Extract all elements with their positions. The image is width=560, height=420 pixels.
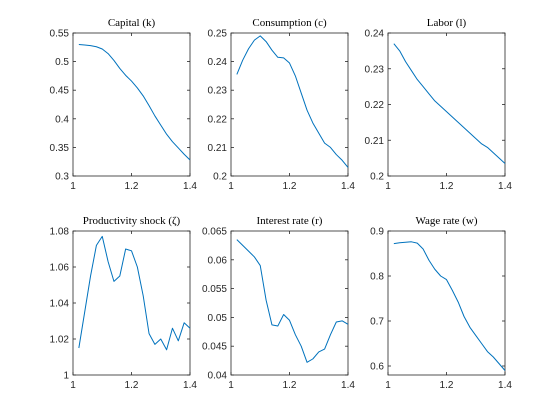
y-tick-label: 0.055: [202, 284, 227, 295]
x-tick-label: 1.2: [125, 181, 139, 192]
y-tick-label: 0.04: [208, 371, 228, 382]
y-tick-label: 0.06: [208, 255, 228, 266]
subplot-1: Consumption (c) 1 1.2 1.4 0.2 0.21 0.22 0.23 0.2…: [208, 17, 356, 192]
panel-title: Labor (l): [427, 17, 467, 29]
y-tick-label: 0.21: [365, 136, 385, 147]
subplot-5: Wage rate (w) 1 1.2 1.4 0.6 0.7 0.8 0.9: [370, 215, 512, 391]
x-tick-label: 1.4: [183, 181, 197, 192]
y-tick-label: 1: [63, 371, 69, 382]
panel-title: Interest rate (r): [257, 215, 323, 227]
series-line-0: [236, 35, 349, 168]
y-tick-label: 0.4: [55, 114, 69, 125]
y-tick-label: 0.2: [213, 172, 227, 183]
y-tick-label: 0.21: [208, 143, 228, 154]
x-tick-label: 1.2: [440, 181, 454, 192]
x-tick-label: 1.2: [283, 181, 297, 192]
y-tick-label: 0.24: [208, 57, 228, 68]
x-tick-label: 1: [228, 380, 234, 391]
y-tick-label: 1.04: [50, 299, 70, 310]
axes-frame: [72, 230, 191, 376]
axes-frame: [72, 32, 191, 177]
y-tick-label: 0.22: [365, 100, 385, 111]
y-tick-label: 0.45: [50, 86, 70, 97]
x-tick-label: 1.2: [125, 380, 139, 391]
axes-frame: [230, 32, 349, 177]
axes-frame: [230, 230, 349, 376]
y-tick-label: 0.065: [202, 227, 227, 238]
y-tick-label: 0.8: [370, 272, 384, 283]
y-tick-label: 0.05: [208, 313, 228, 324]
x-tick-label: 1.4: [183, 380, 197, 391]
y-tick-label: 0.2: [370, 172, 384, 183]
panel-title: Capital (k): [108, 17, 156, 29]
series-line-0: [393, 43, 506, 164]
y-tick-label: 0.22: [208, 114, 228, 125]
x-tick-label: 1: [385, 380, 391, 391]
subplot-4: Interest rate (r) 1 1.2 1.4 0.04 0.045 0.05 0.0…: [202, 215, 355, 391]
x-tick-label: 1.4: [341, 380, 355, 391]
x-tick-label: 1.4: [341, 181, 355, 192]
series-line-0: [393, 241, 506, 371]
series-line-0: [78, 43, 191, 161]
y-tick-label: 0.23: [208, 86, 228, 97]
x-tick-label: 1.4: [498, 181, 512, 192]
y-tick-label: 0.6: [370, 362, 384, 373]
y-tick-label: 0.7: [370, 317, 384, 328]
x-tick-label: 1: [385, 181, 391, 192]
panel-title: Productivity shock (ζ): [83, 215, 181, 227]
y-tick-label: 0.25: [208, 29, 228, 40]
subplot-2: Labor (l) 1 1.2 1.4 0.2 0.21 0.22 0.23 0.24: [365, 17, 513, 192]
y-tick-label: 0.045: [202, 342, 227, 353]
y-tick-label: 0.55: [50, 29, 70, 40]
y-tick-label: 0.23: [365, 64, 385, 75]
x-tick-label: 1: [70, 380, 76, 391]
panel-title: Wage rate (w): [415, 215, 477, 227]
x-tick-label: 1.4: [498, 380, 512, 391]
y-tick-label: 0.35: [50, 143, 70, 154]
axes-frame: [387, 230, 506, 376]
panel-title: Consumption (c): [252, 17, 327, 29]
y-tick-label: 0.5: [55, 57, 69, 68]
y-tick-label: 1.08: [50, 227, 70, 238]
x-tick-label: 1: [70, 181, 76, 192]
series-line-0: [78, 235, 191, 351]
y-tick-label: 0.24: [365, 29, 385, 40]
subplot-3: Productivity shock (ζ) 1 1.2 1.4 1 1.02 1.04 1.…: [50, 215, 198, 391]
x-tick-label: 1.2: [283, 380, 297, 391]
y-tick-label: 1.02: [50, 335, 70, 346]
x-tick-label: 1: [228, 181, 234, 192]
series-line-0: [236, 239, 349, 363]
y-tick-label: 0.9: [370, 227, 384, 238]
x-tick-label: 1.2: [440, 380, 454, 391]
subplot-0: Capital (k) 1 1.2 1.4 0.3 0.35 0.4 0.45 0.5 0.55: [50, 17, 198, 192]
y-tick-label: 1.06: [50, 263, 70, 274]
axes-frame: [387, 32, 506, 177]
y-tick-label: 0.3: [55, 172, 69, 183]
